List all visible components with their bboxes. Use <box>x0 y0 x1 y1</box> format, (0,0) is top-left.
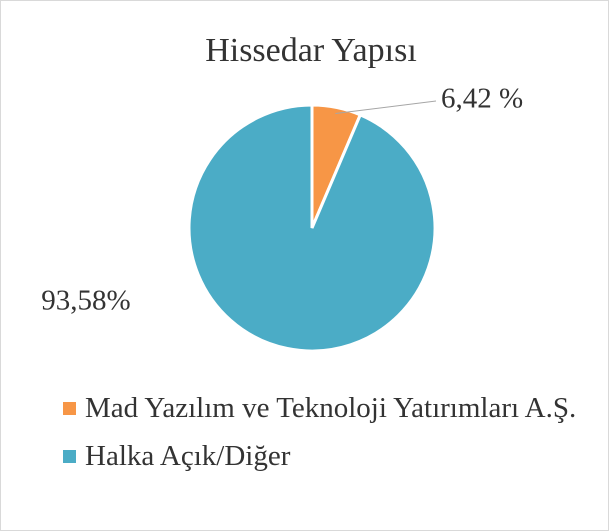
legend-item: Halka Açık/Diğer <box>63 437 583 475</box>
pie-slice <box>187 103 437 353</box>
legend-label: Mad Yazılım ve Teknoloji Yatırımları A.Ş… <box>85 392 577 424</box>
data-label: 93,58% <box>41 285 130 317</box>
data-label: 6,42 % <box>441 83 523 115</box>
legend-swatch <box>63 402 76 415</box>
legend-item: Mad Yazılım ve Teknoloji Yatırımları A.Ş… <box>63 389 583 427</box>
legend-label: Halka Açık/Diğer <box>85 440 291 472</box>
chart-title: Hissedar Yapısı <box>205 32 417 69</box>
legend-swatch <box>63 450 76 463</box>
leader-line <box>335 100 437 115</box>
legend: Mad Yazılım ve Teknoloji Yatırımları A.Ş… <box>63 389 583 485</box>
